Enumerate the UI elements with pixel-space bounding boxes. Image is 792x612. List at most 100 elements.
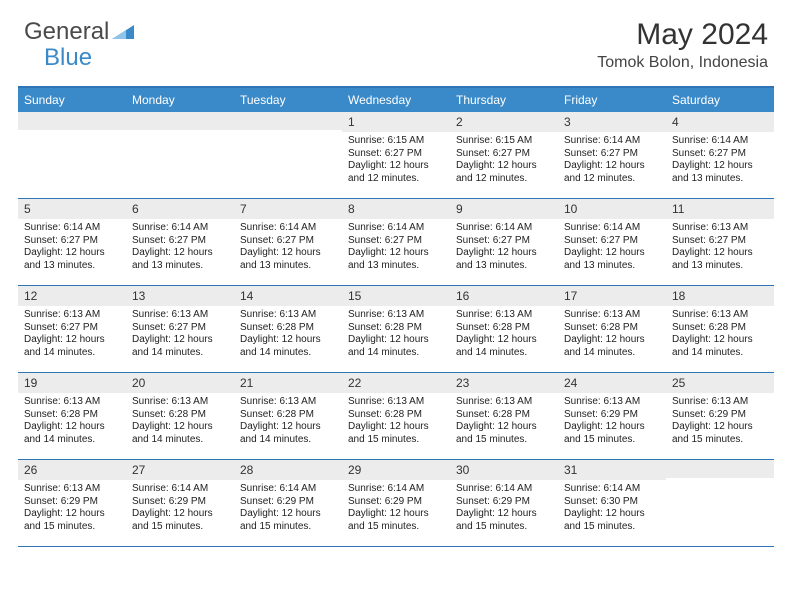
day-number: 31	[558, 460, 666, 480]
day-detail: Sunrise: 6:13 AMSunset: 6:28 PMDaylight:…	[234, 393, 342, 450]
day-detail: Sunrise: 6:14 AMSunset: 6:27 PMDaylight:…	[234, 219, 342, 276]
day-cell: 31Sunrise: 6:14 AMSunset: 6:30 PMDayligh…	[558, 460, 666, 546]
day-number: 28	[234, 460, 342, 480]
day-cell: 21Sunrise: 6:13 AMSunset: 6:28 PMDayligh…	[234, 373, 342, 459]
weekday-monday: Monday	[126, 88, 234, 112]
sunset-text: Sunset: 6:27 PM	[564, 235, 660, 248]
sunrise-text: Sunrise: 6:14 AM	[348, 483, 444, 496]
daylight-text: Daylight: 12 hours and 13 minutes.	[132, 247, 228, 272]
sunset-text: Sunset: 6:28 PM	[456, 322, 552, 335]
day-detail: Sunrise: 6:15 AMSunset: 6:27 PMDaylight:…	[450, 132, 558, 189]
sunset-text: Sunset: 6:27 PM	[24, 235, 120, 248]
sunrise-text: Sunrise: 6:14 AM	[240, 222, 336, 235]
day-cell: 23Sunrise: 6:13 AMSunset: 6:28 PMDayligh…	[450, 373, 558, 459]
sunrise-text: Sunrise: 6:13 AM	[24, 396, 120, 409]
daylight-text: Daylight: 12 hours and 13 minutes.	[672, 247, 768, 272]
logo-mark-icon	[112, 18, 134, 46]
day-number	[126, 112, 234, 130]
day-cell: 18Sunrise: 6:13 AMSunset: 6:28 PMDayligh…	[666, 286, 774, 372]
day-number: 17	[558, 286, 666, 306]
day-detail: Sunrise: 6:14 AMSunset: 6:27 PMDaylight:…	[558, 132, 666, 189]
sunset-text: Sunset: 6:28 PM	[348, 409, 444, 422]
sunset-text: Sunset: 6:28 PM	[348, 322, 444, 335]
sunset-text: Sunset: 6:28 PM	[24, 409, 120, 422]
sunset-text: Sunset: 6:29 PM	[672, 409, 768, 422]
day-detail: Sunrise: 6:13 AMSunset: 6:28 PMDaylight:…	[234, 306, 342, 363]
sunset-text: Sunset: 6:27 PM	[24, 322, 120, 335]
day-number: 29	[342, 460, 450, 480]
sunset-text: Sunset: 6:28 PM	[132, 409, 228, 422]
logo-text-2: Blue	[44, 44, 92, 72]
day-number: 14	[234, 286, 342, 306]
sunset-text: Sunset: 6:27 PM	[240, 235, 336, 248]
day-detail: Sunrise: 6:13 AMSunset: 6:28 PMDaylight:…	[126, 393, 234, 450]
sunrise-text: Sunrise: 6:14 AM	[132, 483, 228, 496]
sunset-text: Sunset: 6:27 PM	[348, 235, 444, 248]
day-cell: 28Sunrise: 6:14 AMSunset: 6:29 PMDayligh…	[234, 460, 342, 546]
sunrise-text: Sunrise: 6:13 AM	[348, 309, 444, 322]
empty-cell	[126, 112, 234, 198]
weekday-sunday: Sunday	[18, 88, 126, 112]
day-number: 22	[342, 373, 450, 393]
sunrise-text: Sunrise: 6:14 AM	[132, 222, 228, 235]
day-cell: 24Sunrise: 6:13 AMSunset: 6:29 PMDayligh…	[558, 373, 666, 459]
daylight-text: Daylight: 12 hours and 15 minutes.	[672, 421, 768, 446]
week-row: 1Sunrise: 6:15 AMSunset: 6:27 PMDaylight…	[18, 112, 774, 199]
day-number: 11	[666, 199, 774, 219]
sunrise-text: Sunrise: 6:13 AM	[456, 309, 552, 322]
day-number: 16	[450, 286, 558, 306]
day-detail: Sunrise: 6:13 AMSunset: 6:28 PMDaylight:…	[342, 306, 450, 363]
title-block: May 2024 Tomok Bolon, Indonesia	[597, 18, 768, 72]
daylight-text: Daylight: 12 hours and 15 minutes.	[456, 421, 552, 446]
day-cell: 13Sunrise: 6:13 AMSunset: 6:27 PMDayligh…	[126, 286, 234, 372]
sunset-text: Sunset: 6:29 PM	[132, 496, 228, 509]
day-cell: 26Sunrise: 6:13 AMSunset: 6:29 PMDayligh…	[18, 460, 126, 546]
day-cell: 16Sunrise: 6:13 AMSunset: 6:28 PMDayligh…	[450, 286, 558, 372]
daylight-text: Daylight: 12 hours and 15 minutes.	[240, 508, 336, 533]
sunrise-text: Sunrise: 6:13 AM	[132, 396, 228, 409]
day-number: 9	[450, 199, 558, 219]
day-detail: Sunrise: 6:14 AMSunset: 6:27 PMDaylight:…	[450, 219, 558, 276]
empty-cell	[234, 112, 342, 198]
day-number: 3	[558, 112, 666, 132]
day-detail: Sunrise: 6:13 AMSunset: 6:29 PMDaylight:…	[18, 480, 126, 537]
day-cell: 8 Sunrise: 6:14 AMSunset: 6:27 PMDaylight…	[342, 199, 450, 285]
day-detail: Sunrise: 6:13 AMSunset: 6:28 PMDaylight:…	[450, 393, 558, 450]
day-detail: Sunrise: 6:13 AMSunset: 6:28 PMDaylight:…	[342, 393, 450, 450]
day-number: 30	[450, 460, 558, 480]
sunrise-text: Sunrise: 6:13 AM	[456, 396, 552, 409]
day-detail: Sunrise: 6:13 AMSunset: 6:27 PMDaylight:…	[126, 306, 234, 363]
daylight-text: Daylight: 12 hours and 14 minutes.	[132, 421, 228, 446]
day-number: 24	[558, 373, 666, 393]
day-number: 20	[126, 373, 234, 393]
day-cell: 6Sunrise: 6:14 AMSunset: 6:27 PMDaylight…	[126, 199, 234, 285]
day-detail: Sunrise: 6:14 AMSunset: 6:29 PMDaylight:…	[234, 480, 342, 537]
daylight-text: Daylight: 12 hours and 13 minutes.	[24, 247, 120, 272]
sunset-text: Sunset: 6:27 PM	[132, 322, 228, 335]
sunrise-text: Sunrise: 6:14 AM	[348, 222, 444, 235]
day-cell: 3Sunrise: 6:14 AMSunset: 6:27 PMDaylight…	[558, 112, 666, 198]
day-number	[666, 460, 774, 478]
daylight-text: Daylight: 12 hours and 15 minutes.	[132, 508, 228, 533]
logo: General Blue	[24, 18, 134, 46]
day-detail: Sunrise: 6:13 AMSunset: 6:27 PMDaylight:…	[666, 219, 774, 276]
daylight-text: Daylight: 12 hours and 13 minutes.	[348, 247, 444, 272]
weekday-wednesday: Wednesday	[342, 88, 450, 112]
daylight-text: Daylight: 12 hours and 15 minutes.	[456, 508, 552, 533]
day-detail: Sunrise: 6:13 AMSunset: 6:28 PMDaylight:…	[18, 393, 126, 450]
day-number: 8	[342, 199, 450, 219]
sunrise-text: Sunrise: 6:14 AM	[24, 222, 120, 235]
weeks-container: 1Sunrise: 6:15 AMSunset: 6:27 PMDaylight…	[18, 112, 774, 547]
day-number: 12	[18, 286, 126, 306]
day-cell: 30Sunrise: 6:14 AMSunset: 6:29 PMDayligh…	[450, 460, 558, 546]
sunrise-text: Sunrise: 6:13 AM	[672, 222, 768, 235]
day-cell: 4Sunrise: 6:14 AMSunset: 6:27 PMDaylight…	[666, 112, 774, 198]
day-number: 4	[666, 112, 774, 132]
daylight-text: Daylight: 12 hours and 13 minutes.	[240, 247, 336, 272]
daylight-text: Daylight: 12 hours and 12 minutes.	[348, 160, 444, 185]
daylight-text: Daylight: 12 hours and 13 minutes.	[672, 160, 768, 185]
header: General Blue May 2024 Tomok Bolon, Indon…	[0, 0, 792, 80]
daylight-text: Daylight: 12 hours and 14 minutes.	[24, 334, 120, 359]
sunset-text: Sunset: 6:27 PM	[456, 148, 552, 161]
daylight-text: Daylight: 12 hours and 12 minutes.	[456, 160, 552, 185]
